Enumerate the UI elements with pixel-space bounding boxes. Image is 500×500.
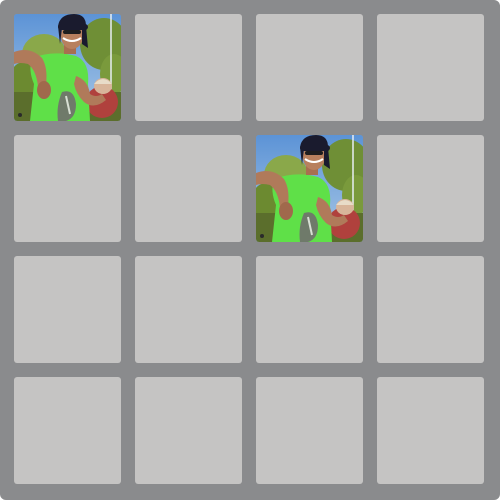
tile-r3-c3[interactable] [256, 256, 363, 363]
tile-r2-c4[interactable] [377, 135, 484, 242]
tile-r3-c4[interactable] [377, 256, 484, 363]
tile-r4-c4[interactable] [377, 377, 484, 484]
boy-holding-fish-photo [14, 14, 121, 121]
tile-r3-c2[interactable] [135, 256, 242, 363]
tile-r2-c2[interactable] [135, 135, 242, 242]
tile-r3-c1[interactable] [14, 256, 121, 363]
tile-r2-c1[interactable] [14, 135, 121, 242]
tile-r2-c3[interactable] [256, 135, 363, 242]
tile-r4-c2[interactable] [135, 377, 242, 484]
tile-r4-c3[interactable] [256, 377, 363, 484]
tile-r1-c1[interactable] [14, 14, 121, 121]
tile-r1-c2[interactable] [135, 14, 242, 121]
tile-r4-c1[interactable] [14, 377, 121, 484]
tile-r1-c4[interactable] [377, 14, 484, 121]
tile-r1-c3[interactable] [256, 14, 363, 121]
boy-holding-fish-photo [256, 135, 363, 242]
